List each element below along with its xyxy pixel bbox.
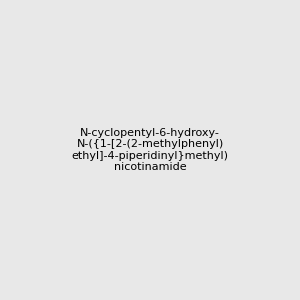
Text: N-cyclopentyl-6-hydroxy-
N-({1-[2-(2-methylphenyl)
ethyl]-4-piperidinyl}methyl)
: N-cyclopentyl-6-hydroxy- N-({1-[2-(2-met… [71,128,229,172]
